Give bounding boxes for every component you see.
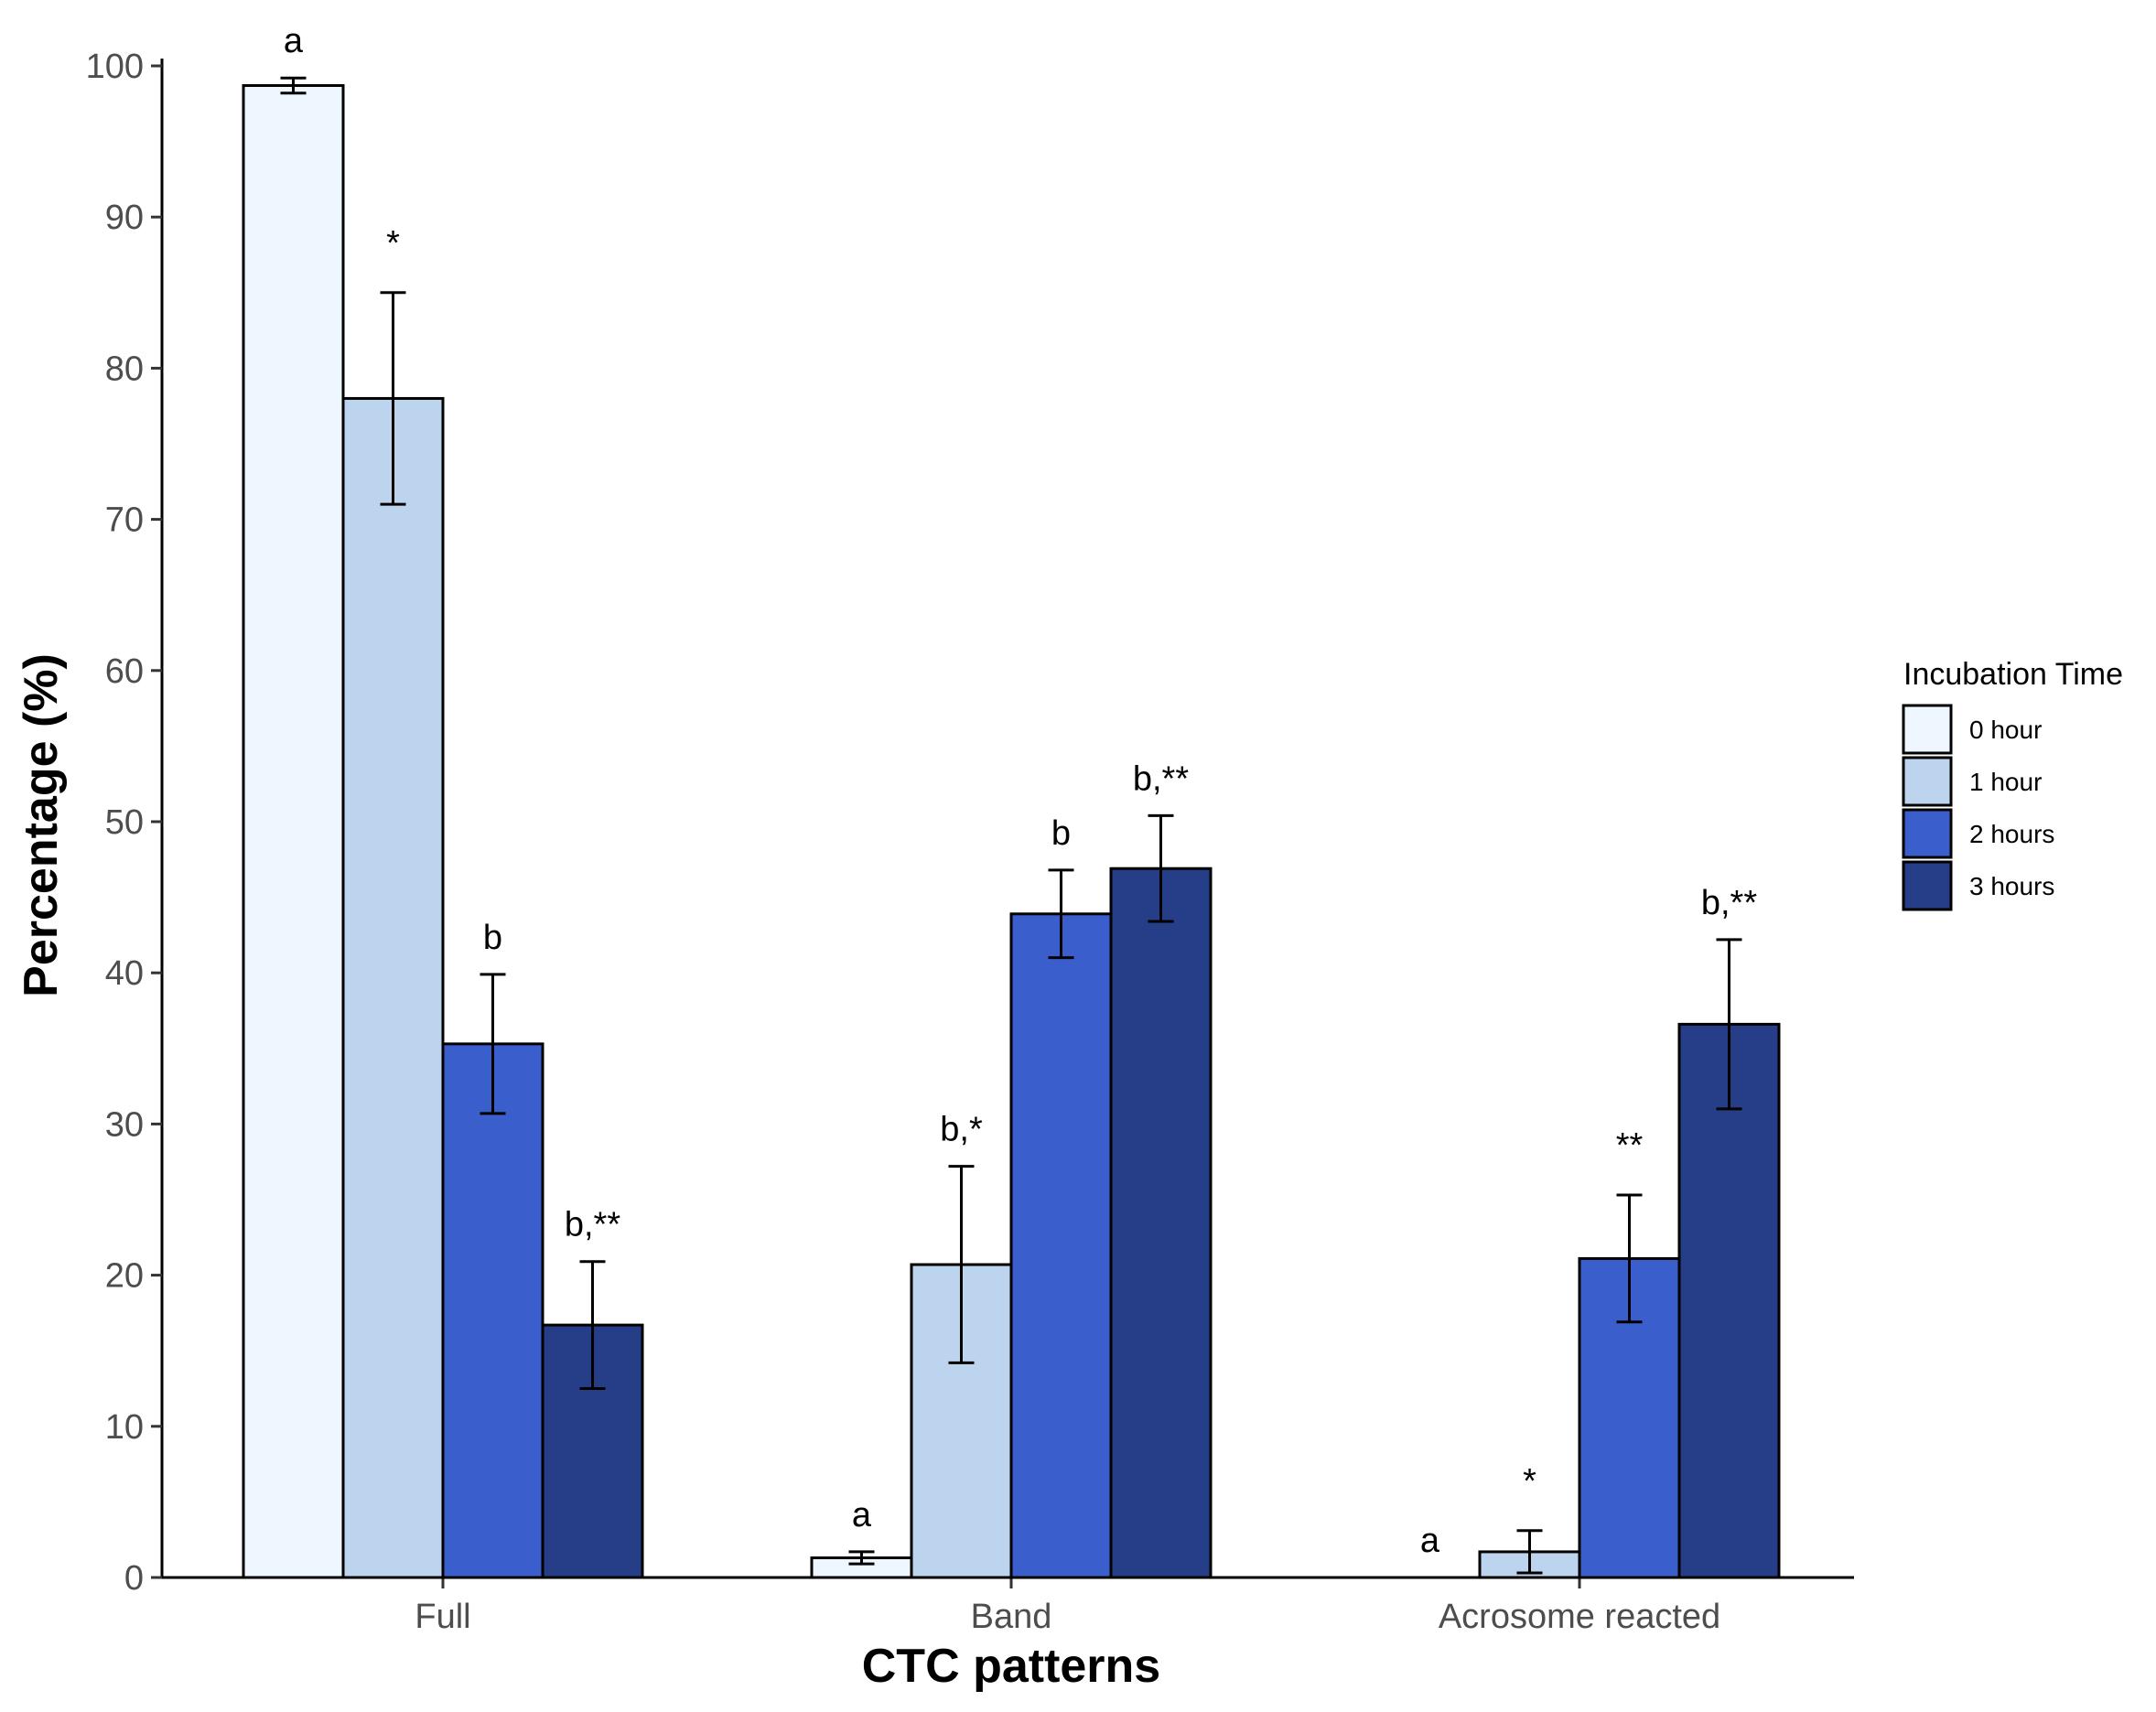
y-tick-label: 40: [105, 954, 144, 993]
legend-swatch-0-hour: [1902, 704, 1953, 755]
bar-3-hours-band: [1109, 867, 1213, 1579]
bars: [242, 83, 1781, 1579]
x-tick-label: Band: [971, 1598, 1052, 1636]
y-axis: 0 10 20 30 40 50 60 70 80 90 100: [86, 48, 164, 1598]
y-tick-label: 90: [105, 199, 144, 237]
bar-0-hour-full: [242, 83, 345, 1579]
legend-swatch-1-hour: [1902, 756, 1953, 807]
significance-label: a: [852, 1496, 872, 1534]
legend-label: 1 hour: [1969, 768, 2042, 796]
x-axis-title: CTC patterns: [862, 1640, 1160, 1693]
legend-title: Incubation Time: [1903, 657, 2123, 692]
y-tick-label: 10: [105, 1408, 144, 1447]
x-tick-label: Full: [415, 1598, 470, 1636]
significance-label: *: [1523, 1462, 1536, 1501]
significance-label: a: [1420, 1522, 1440, 1560]
x-tick-label: Acrosome reacted: [1439, 1598, 1720, 1636]
legend-label: 2 hours: [1969, 820, 2054, 848]
error-bars: [280, 76, 1742, 1575]
bar-3-hours-acrosome-reacted: [1677, 1022, 1781, 1579]
significance-label: **: [1616, 1126, 1644, 1165]
y-tick-label: 60: [105, 652, 144, 691]
y-tick-label: 100: [86, 48, 144, 86]
y-tick-label: 30: [105, 1105, 144, 1144]
annotations: a*bb,**ab,*bb,**a***b,**: [284, 22, 1757, 1560]
y-tick-label: 50: [105, 803, 144, 842]
significance-label: b: [483, 919, 502, 957]
bar-2-hours-band: [1009, 912, 1113, 1579]
y-tick-label: 70: [105, 501, 144, 540]
significance-label: b,**: [1133, 759, 1189, 798]
significance-label: b: [1051, 814, 1071, 853]
y-tick-label: 80: [105, 350, 144, 388]
legend-swatch-2-hours: [1902, 808, 1953, 859]
bar-1-hour-full: [341, 396, 445, 1579]
y-axis-title: Percentage (%): [15, 653, 68, 997]
significance-label: b,**: [1701, 884, 1757, 922]
y-tick-label: 0: [124, 1559, 144, 1598]
legend-swatch-3-hours: [1902, 860, 1953, 911]
bar-3-hours-full: [541, 1323, 644, 1579]
significance-label: a: [284, 22, 304, 60]
y-tick-label: 20: [105, 1257, 144, 1296]
bar-2-hours-full: [441, 1042, 544, 1579]
legend-label: 3 hours: [1969, 872, 2054, 900]
legend: Incubation Time 0 hour 1 hour 2 hours 3 hou…: [1902, 657, 2123, 911]
significance-label: *: [386, 224, 400, 263]
legend-label: 0 hour: [1969, 716, 2042, 744]
x-axis: Full Band Acrosome reacted: [162, 1576, 1854, 1636]
significance-label: b,**: [565, 1206, 620, 1244]
significance-label: b,*: [940, 1111, 983, 1149]
